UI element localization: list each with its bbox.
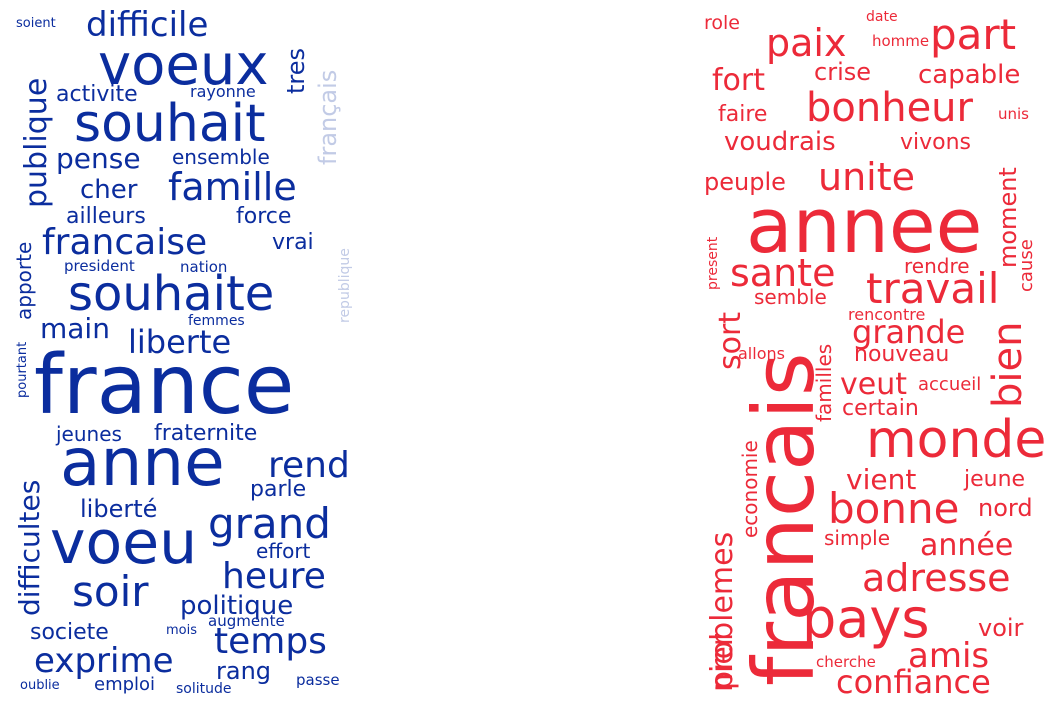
word: ensemble (172, 145, 270, 169)
left-word-cloud: soient difficile voeux tres français pub… (0, 0, 370, 713)
word: souhait (74, 94, 266, 154)
word: exprime (34, 641, 174, 681)
word: certain (842, 396, 919, 421)
word: role (704, 12, 740, 34)
word: grand (208, 499, 331, 548)
word: grande (852, 313, 966, 351)
word: année (920, 528, 1014, 563)
word: souhaite (68, 266, 275, 322)
right-word-cloud: role date homme paix part fort crise cap… (690, 0, 1060, 713)
word: pourtant (15, 341, 30, 398)
word: economie (738, 440, 762, 538)
word: rayonne (190, 82, 256, 101)
word: force (236, 204, 292, 229)
word: mois (166, 623, 198, 638)
word: unis (998, 105, 1029, 123)
word: rend (268, 445, 350, 486)
word: nier (705, 633, 740, 692)
word: bonheur (806, 85, 973, 131)
word: nation (180, 258, 228, 276)
word: tres (282, 47, 310, 94)
word: liberté (80, 495, 158, 523)
word: faire (718, 102, 768, 127)
word: annee (746, 181, 983, 270)
word: cause (1016, 239, 1037, 292)
word: voir (978, 614, 1024, 642)
word: publique (19, 77, 54, 208)
word: français (314, 69, 342, 165)
word: jeune (964, 467, 1026, 492)
word: societe (30, 620, 109, 645)
word: passe (296, 671, 340, 689)
word: heure (222, 556, 326, 597)
word: president (64, 257, 135, 275)
word: present (705, 236, 721, 290)
word: soir (72, 567, 149, 616)
word: anne (60, 424, 225, 501)
word: nord (978, 494, 1033, 522)
word: crise (814, 58, 871, 86)
word: fraternite (154, 421, 258, 446)
word: rang (216, 657, 272, 685)
word: veut (840, 367, 907, 402)
word: voudrais (724, 127, 836, 157)
word: homme (872, 32, 930, 50)
word: effort (256, 539, 311, 563)
word: augmente (208, 612, 285, 630)
word: sante (730, 251, 836, 295)
word: pense (56, 142, 141, 175)
word: allons (738, 344, 785, 363)
word: activite (56, 82, 138, 107)
word: monde (866, 410, 1047, 470)
word: politique (180, 591, 294, 621)
word: oublie (20, 678, 60, 693)
word: temps (214, 621, 327, 662)
word: liberte (128, 323, 232, 361)
word: cher (80, 175, 138, 205)
word: semble (754, 285, 827, 309)
word: rencontre (848, 305, 926, 324)
word: accueil (918, 374, 982, 395)
word: difficile (86, 5, 209, 45)
word: vivons (900, 130, 972, 155)
word: vient (846, 463, 917, 496)
word: france (34, 338, 295, 433)
word: capable (918, 60, 1021, 90)
word: rendre (904, 254, 970, 278)
word: part (930, 10, 1017, 59)
word: fort (712, 63, 766, 98)
word: jeunes (56, 422, 122, 446)
word: ailleurs (66, 204, 146, 229)
word: nouveau (854, 342, 950, 367)
word: unite (818, 155, 916, 199)
word: confiance (836, 663, 991, 701)
word: soient (16, 16, 56, 31)
word: cherche (816, 653, 876, 671)
word: peuple (704, 168, 786, 196)
word: vrai (272, 230, 314, 255)
word: solitude (176, 681, 232, 697)
word: voeux (98, 33, 269, 98)
word: emploi (94, 674, 156, 695)
word: pays (802, 587, 930, 650)
word: apporte (12, 241, 36, 320)
word: famille (168, 165, 297, 209)
word: main (40, 312, 110, 345)
word: adresse (862, 556, 1011, 600)
word: simple (824, 526, 891, 550)
word: paix (766, 21, 847, 65)
word: amis (908, 636, 990, 676)
word: bonne (828, 484, 960, 533)
word: travail (866, 264, 1000, 313)
word: difficultes (13, 479, 46, 616)
word: femmes (188, 313, 245, 329)
word: parle (250, 477, 307, 502)
word: bien (985, 321, 1031, 408)
word: voeu (50, 508, 198, 578)
word: date (866, 9, 898, 25)
word: republique (337, 248, 353, 323)
word: francaise (42, 222, 208, 263)
